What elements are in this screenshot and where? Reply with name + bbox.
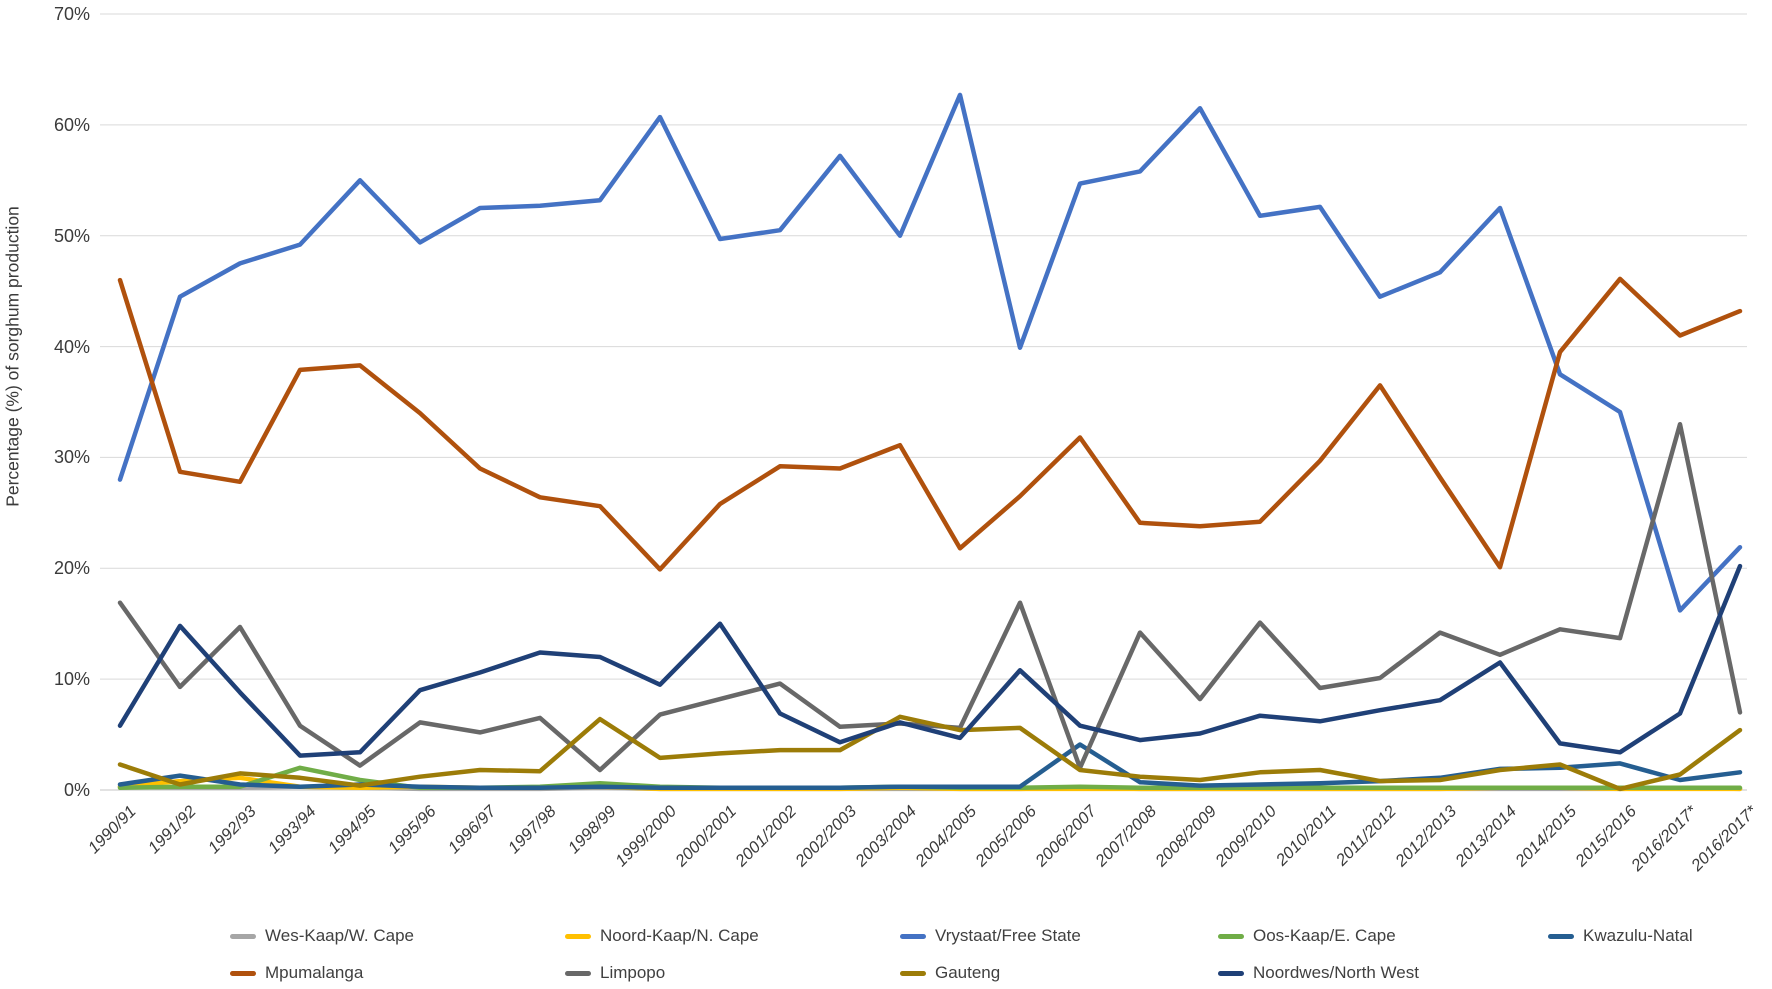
series-line-limpopo (117, 421, 1743, 773)
y-tick-label: 50% (53, 225, 90, 246)
y-tick-label: 0% (63, 780, 90, 800)
series-line-noordwes-north-west (117, 563, 1743, 758)
y-tick-label: 60% (53, 114, 90, 135)
series-line-vrystaat-free-state (117, 92, 1743, 613)
series-line-mpumalanga (117, 276, 1743, 572)
y-tick-label: 70% (53, 4, 90, 24)
series-line-gauteng (117, 714, 1743, 792)
y-tick-label: 30% (53, 447, 90, 468)
y-tick-label: 20% (53, 558, 90, 579)
y-axis-title: Percentage (%) of sorghum production (2, 206, 23, 507)
y-tick-label: 40% (53, 336, 90, 357)
y-tick-label: 10% (53, 669, 90, 690)
